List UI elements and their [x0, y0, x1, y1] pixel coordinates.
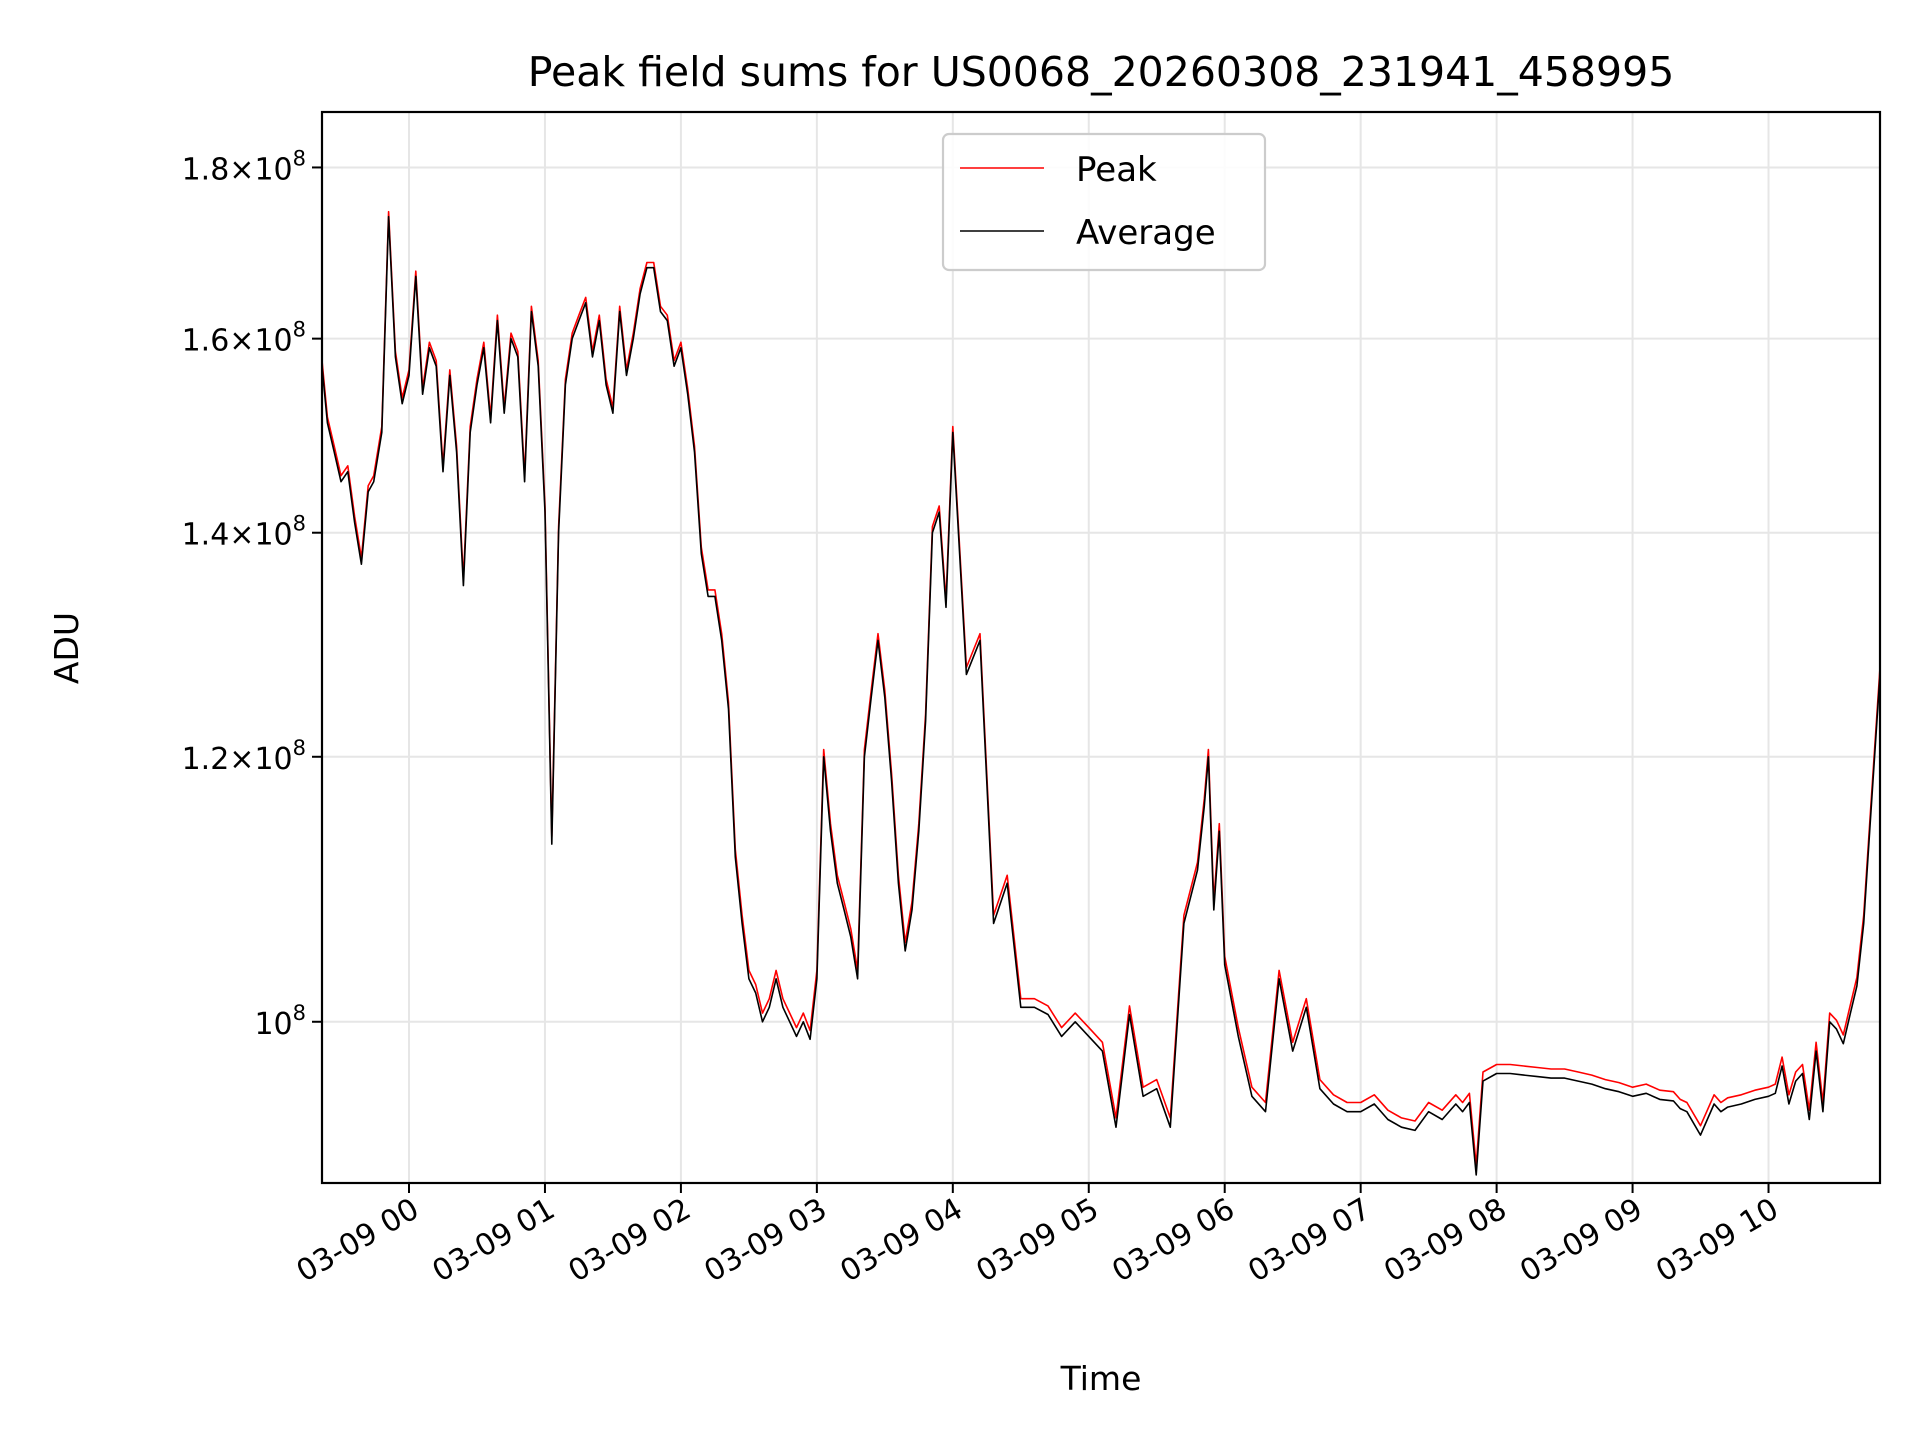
y-tick-label: 108 — [254, 1001, 306, 1042]
grid — [322, 112, 1880, 1183]
x-axis-label: Time — [1060, 1359, 1142, 1398]
y-tick-label: 1.6×108 — [182, 318, 306, 359]
y-axis: 108 1.2×108 1.4×108 1.6×108 1.8×108 — [182, 146, 322, 1042]
series-line-average — [322, 215, 1880, 1176]
legend-label-peak: Peak — [1076, 150, 1157, 190]
legend: Peak Average — [941, 132, 1267, 272]
legend-label-average: Average — [1076, 213, 1216, 253]
chart-title: Peak field sums for US0068_20260308_2319… — [528, 48, 1675, 96]
y-tick-label: 1.8×108 — [182, 146, 306, 187]
plot-frame — [320, 110, 1882, 1185]
y-tick-label: 1.4×108 — [182, 512, 306, 553]
series-layer — [322, 210, 1880, 1176]
y-tick-label: 1.2×108 — [182, 736, 306, 777]
y-axis-label: ADU — [47, 612, 86, 684]
